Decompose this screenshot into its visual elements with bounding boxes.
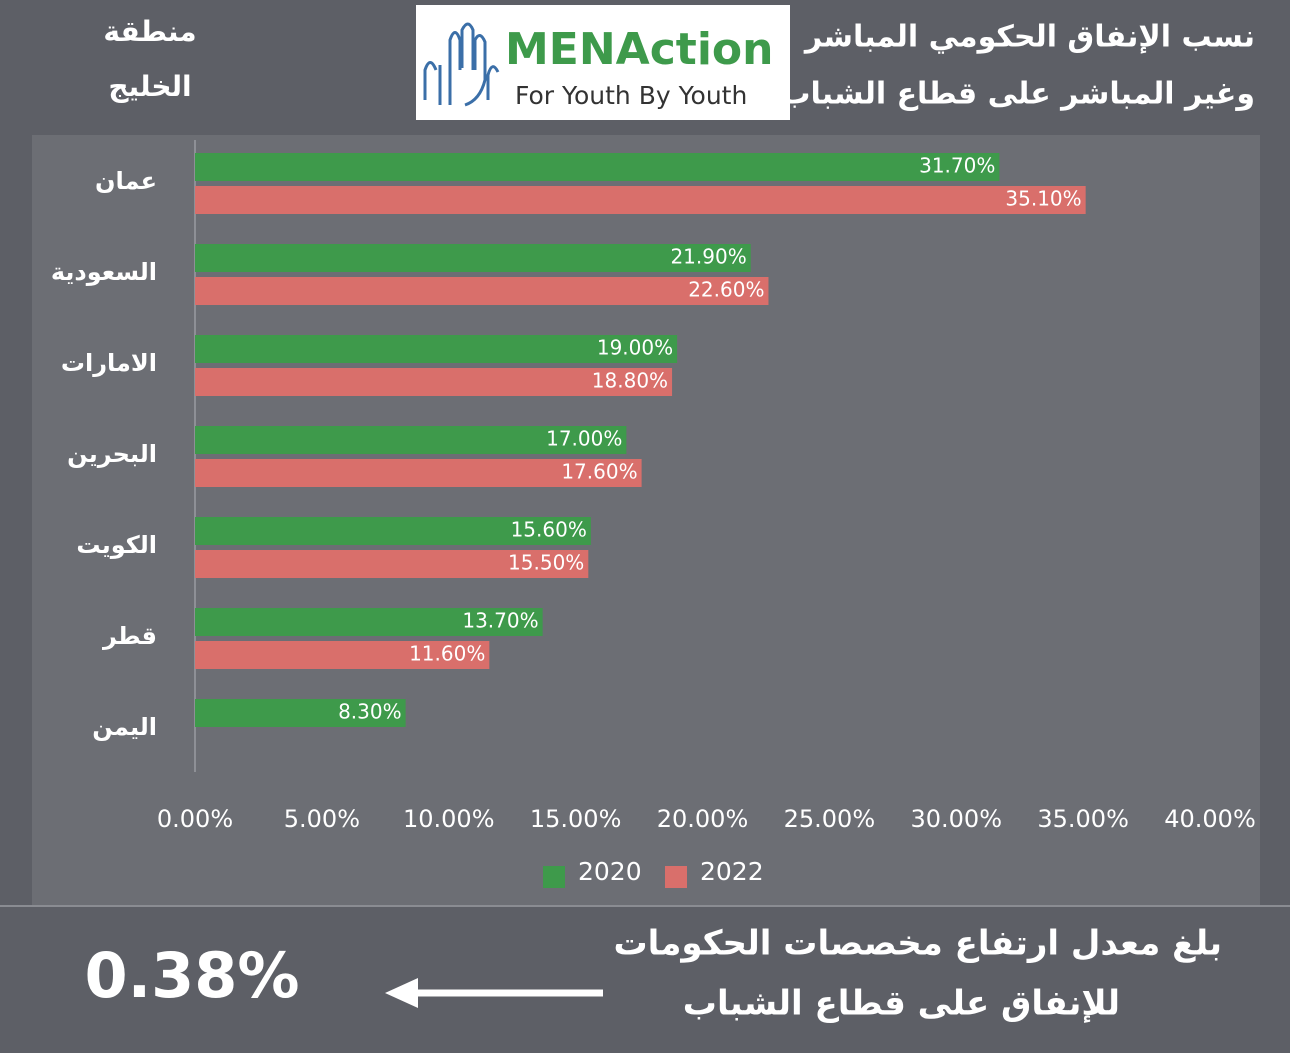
- data-label: 19.00%: [597, 336, 673, 360]
- y-tick-label: عمان: [95, 167, 157, 195]
- bar: [195, 641, 490, 669]
- y-tick-label: الكويت: [76, 531, 157, 559]
- arrow: [385, 978, 603, 1008]
- title-line: نسب الإنفاق الحكومي المباشر: [803, 20, 1255, 55]
- data-label: 35.10%: [1005, 187, 1081, 211]
- title-line: وغير المباشر على قطاع الشباب: [780, 77, 1255, 112]
- x-tick-label: 35.00%: [1037, 805, 1129, 833]
- data-label: 17.00%: [546, 427, 622, 451]
- data-label: 17.60%: [561, 460, 637, 484]
- logo-tagline: For Youth By Youth: [515, 81, 747, 110]
- legend-label: 2020: [578, 857, 642, 886]
- bar: [195, 368, 673, 396]
- x-tick-label: 0.00%: [157, 805, 233, 833]
- y-tick-label: قطر: [102, 622, 157, 650]
- bar: [195, 426, 627, 454]
- data-label: 18.80%: [592, 369, 668, 393]
- bar: [195, 244, 751, 272]
- bar: [195, 517, 591, 545]
- data-label: 11.60%: [409, 642, 485, 666]
- x-tick-label: 15.00%: [530, 805, 622, 833]
- x-tick-label: 30.00%: [910, 805, 1002, 833]
- footer-text: للإنفاق على قطاع الشباب: [683, 984, 1120, 1024]
- y-tick-label: اليمن: [92, 713, 157, 741]
- y-tick-label: البحرين: [67, 440, 157, 468]
- logo: MENAction For Youth By Youth: [416, 5, 790, 120]
- x-tick-label: 40.00%: [1164, 805, 1256, 833]
- x-tick-label: 25.00%: [784, 805, 876, 833]
- bar: [195, 608, 543, 636]
- region-label: الخليج: [108, 70, 191, 103]
- data-label: 8.30%: [338, 700, 402, 724]
- bar: [195, 335, 678, 363]
- data-label: 21.90%: [670, 245, 746, 269]
- legend-label: 2022: [700, 857, 764, 886]
- legend-swatch: [543, 866, 565, 888]
- data-label: 31.70%: [919, 154, 995, 178]
- logo-box: [416, 5, 790, 120]
- region-label: منطقة: [103, 15, 196, 48]
- footer-figure: 0.38%: [84, 939, 299, 1012]
- x-tick-label: 10.00%: [403, 805, 495, 833]
- bar: [195, 459, 642, 487]
- data-label: 15.50%: [508, 551, 584, 575]
- bar: [195, 550, 589, 578]
- logo-icon: [423, 22, 500, 107]
- footer-text: بلغ معدل ارتفاع مخصصات الحكومات: [613, 924, 1222, 964]
- logo-name: MENAction: [505, 24, 773, 75]
- data-label: 22.60%: [688, 278, 764, 302]
- bar: [195, 277, 769, 305]
- bar: [195, 153, 1000, 181]
- data-label: 15.60%: [511, 518, 587, 542]
- x-tick-label: 5.00%: [284, 805, 360, 833]
- y-tick-label: الامارات: [61, 349, 157, 377]
- legend-swatch: [665, 866, 687, 888]
- y-tick-label: السعودية: [51, 258, 157, 286]
- x-tick-label: 20.00%: [657, 805, 749, 833]
- bar: [195, 699, 406, 727]
- bar: [195, 186, 1086, 214]
- data-label: 13.70%: [462, 609, 538, 633]
- arrow-head: [385, 978, 418, 1008]
